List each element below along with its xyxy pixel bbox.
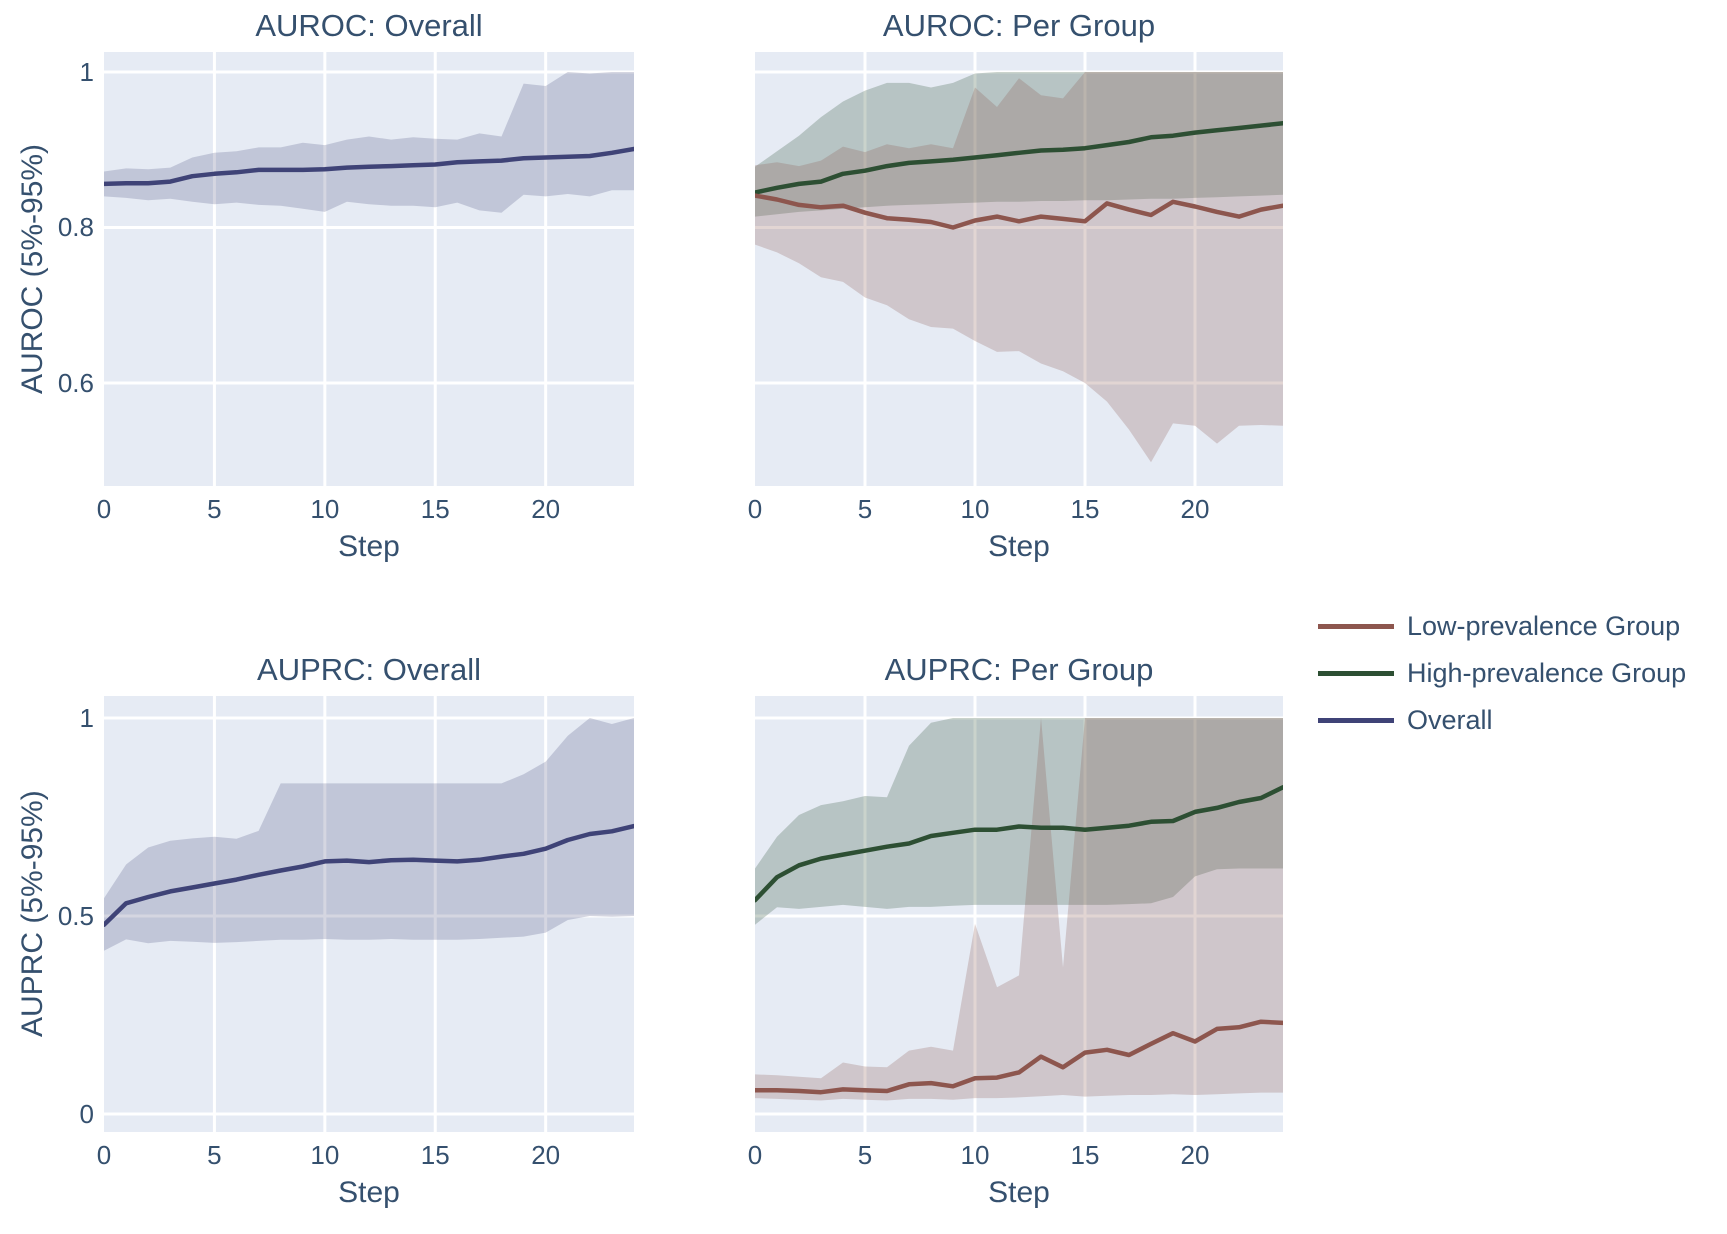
chart-title-auprc-per-group: AUPRC: Per Group (884, 652, 1154, 687)
confidence-band (755, 72, 1283, 463)
y-tick-label: 0.5 (57, 900, 94, 931)
y-tick-label: 1 (79, 56, 94, 87)
series-line (104, 146, 634, 187)
confidence-band (104, 718, 634, 951)
x-tick-label: 15 (1070, 494, 1100, 524)
plot-area-auprc-overall (104, 696, 634, 1132)
x-tick-label: 20 (1180, 494, 1210, 524)
x-tick-label: 5 (857, 494, 873, 524)
legend-entry-low-prevalence: Low-prevalence Group (1318, 603, 1686, 650)
series-line (755, 785, 1283, 903)
confidence-band (755, 718, 1283, 925)
legend: Low-prevalence Group High-prevalence Gro… (1318, 603, 1686, 744)
y-tick-label: 0.6 (57, 367, 94, 398)
x-axis-title-step: Step (988, 1176, 1050, 1209)
confidence-band (104, 72, 634, 213)
x-tick-label: 15 (420, 494, 450, 524)
x-axis-title-step: Step (988, 530, 1050, 563)
x-tick-label: 5 (207, 494, 222, 524)
plot-svg (755, 696, 1283, 1132)
x-tick-label: 0 (96, 1140, 112, 1170)
chart-title-auroc-per-group: AUROC: Per Group (882, 8, 1156, 43)
x-tick-label: 10 (310, 1140, 340, 1170)
y-tick-label: 0 (79, 1098, 94, 1129)
x-tick-label: 10 (310, 494, 340, 524)
x-tick-label: 20 (531, 494, 561, 524)
confidence-band (755, 718, 1283, 1101)
x-axis-title-step: Step (338, 530, 400, 563)
series-line (104, 823, 634, 927)
x-tick-label: 20 (1180, 1140, 1210, 1170)
x-tick-label: 0 (96, 494, 112, 524)
x-axis-title-step: Step (338, 1176, 400, 1209)
legend-label: Overall (1407, 705, 1493, 735)
series-line (755, 1019, 1283, 1095)
series-line (755, 121, 1283, 195)
plot-area-auprc-per-group (755, 696, 1283, 1132)
x-tick-label: 10 (960, 494, 990, 524)
plot-svg (104, 52, 634, 486)
legend-label: High-prevalence Group (1407, 658, 1687, 688)
plot-svg (104, 696, 634, 1132)
legend-line-sample-low-prevalence (1318, 624, 1394, 629)
plot-svg (755, 52, 1283, 486)
legend-entry-high-prevalence: High-prevalence Group (1318, 650, 1686, 697)
legend-label: Low-prevalence Group (1407, 611, 1681, 641)
x-tick-label: 5 (207, 1140, 222, 1170)
x-tick-label: 5 (857, 1140, 873, 1170)
x-tick-label: 15 (420, 1140, 450, 1170)
plot-area-auroc-overall (104, 52, 634, 486)
x-tick-label: 15 (1070, 1140, 1100, 1170)
legend-entry-overall: Overall (1318, 697, 1686, 744)
x-tick-label: 10 (960, 1140, 990, 1170)
x-tick-label: 20 (531, 1140, 561, 1170)
plot-area-auroc-per-group (755, 52, 1283, 486)
series-line (755, 193, 1283, 230)
confidence-band (755, 72, 1283, 217)
y-axis-title-auroc: AUROC (5%-95%) (16, 143, 49, 395)
y-tick-label: 1 (79, 703, 94, 734)
x-tick-label: 0 (747, 1140, 763, 1170)
y-tick-label: 0.8 (57, 212, 94, 243)
legend-line-sample-overall (1318, 718, 1394, 723)
x-tick-label: 0 (747, 494, 763, 524)
legend-line-sample-high-prevalence (1318, 671, 1394, 676)
chart-title-auprc-overall: AUPRC: Overall (257, 652, 481, 687)
chart-title-auroc-overall: AUROC: Overall (255, 8, 483, 43)
